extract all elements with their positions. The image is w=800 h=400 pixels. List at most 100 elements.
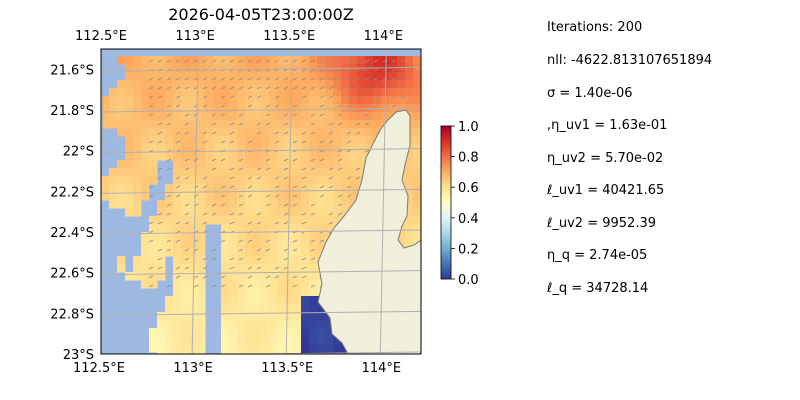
- vector-arrow: [175, 194, 181, 198]
- field-cell: [253, 248, 262, 257]
- field-cell: [269, 88, 278, 97]
- field-cell: [229, 104, 238, 113]
- vector-arrow: [328, 95, 334, 99]
- field-cell: [349, 112, 358, 121]
- vector-arrow: [256, 266, 262, 270]
- field-cell: [149, 136, 158, 145]
- field-cell: [189, 112, 198, 121]
- field-cell: [341, 184, 350, 193]
- field-cell: [261, 296, 270, 305]
- field-cell: [269, 80, 278, 89]
- field-cell: [309, 264, 318, 273]
- field-cell: [269, 120, 278, 129]
- field-cell: [333, 216, 342, 225]
- field-cell: [269, 224, 278, 233]
- field-cell: [125, 144, 134, 153]
- field-cell: [157, 72, 166, 81]
- field-cell: [149, 224, 158, 233]
- vector-arrow: [220, 113, 226, 117]
- field-cell: [157, 248, 166, 257]
- field-cell: [221, 192, 230, 201]
- field-cell: [229, 184, 238, 193]
- field-cell: [365, 112, 374, 121]
- vector-arrow: [328, 59, 334, 63]
- field-cell: [181, 160, 190, 169]
- vector-arrow: [292, 158, 298, 162]
- vector-arrow: [328, 176, 334, 180]
- field-cell: [269, 136, 278, 145]
- field-cell: [341, 104, 350, 113]
- field-cell: [149, 216, 158, 225]
- vector-arrow: [310, 203, 316, 207]
- vector-arrow: [310, 77, 316, 81]
- vector-arrow: [247, 176, 253, 180]
- field-cell: [277, 352, 286, 354]
- vector-arrow: [229, 167, 235, 171]
- vector-arrow: [292, 140, 298, 144]
- vector-arrow: [274, 95, 280, 99]
- vector-arrow: [301, 257, 307, 261]
- field-cell: [285, 264, 294, 273]
- field-cell: [301, 112, 310, 121]
- field-cell: [301, 256, 310, 265]
- field-cell: [309, 144, 318, 153]
- vector-arrow: [364, 122, 370, 126]
- field-cell: [261, 248, 270, 257]
- field-cell: [253, 336, 262, 345]
- field-cell: [261, 232, 270, 241]
- vector-arrow: [310, 122, 316, 126]
- field-cell: [277, 208, 286, 217]
- field-cell: [365, 72, 374, 81]
- field-cell: [189, 192, 198, 201]
- vector-arrow: [283, 122, 289, 126]
- vector-arrow: [265, 203, 271, 207]
- colorbar-tick-label: 0.6: [458, 181, 479, 196]
- field-cell: [149, 128, 158, 137]
- field-cell: [309, 320, 318, 329]
- field-cell: [205, 152, 214, 161]
- field-cell: [413, 160, 421, 169]
- field-cell: [173, 336, 182, 345]
- field-cell: [341, 128, 350, 137]
- field-cell: [253, 104, 262, 113]
- field-cell: [269, 128, 278, 137]
- field-cell: [389, 72, 398, 81]
- field-cell: [245, 184, 254, 193]
- field-cell: [325, 320, 334, 329]
- vector-arrow: [355, 131, 361, 135]
- field-cell: [253, 136, 262, 145]
- field-cell: [301, 200, 310, 209]
- field-cell: [277, 184, 286, 193]
- field-cell: [405, 72, 414, 81]
- field-cell: [229, 272, 238, 281]
- field-cell: [269, 184, 278, 193]
- field-cell: [237, 240, 246, 249]
- vector-arrow: [211, 122, 217, 126]
- field-cell: [293, 264, 302, 273]
- vector-arrow: [157, 266, 163, 270]
- field-cell: [237, 112, 246, 121]
- field-cell: [261, 144, 270, 153]
- field-cell: [245, 88, 254, 97]
- field-cell: [221, 344, 230, 353]
- vector-arrow: [265, 86, 271, 90]
- field-cell: [117, 104, 126, 113]
- vector-arrow: [319, 95, 325, 99]
- vector-arrow: [337, 113, 343, 117]
- vector-arrow: [301, 266, 307, 270]
- vector-arrow: [337, 86, 343, 90]
- field-cell: [197, 88, 206, 97]
- field-cell: [149, 264, 158, 273]
- field-cell: [229, 312, 238, 321]
- field-cell: [277, 280, 286, 289]
- vector-arrow: [337, 77, 343, 81]
- vector-arrow: [328, 140, 334, 144]
- vector-arrow: [247, 275, 253, 279]
- vector-arrow: [166, 158, 172, 162]
- field-cell: [165, 136, 174, 145]
- field-cell: [189, 200, 198, 209]
- field-cell: [293, 344, 302, 353]
- field-cell: [301, 288, 310, 297]
- field-cell: [333, 88, 342, 97]
